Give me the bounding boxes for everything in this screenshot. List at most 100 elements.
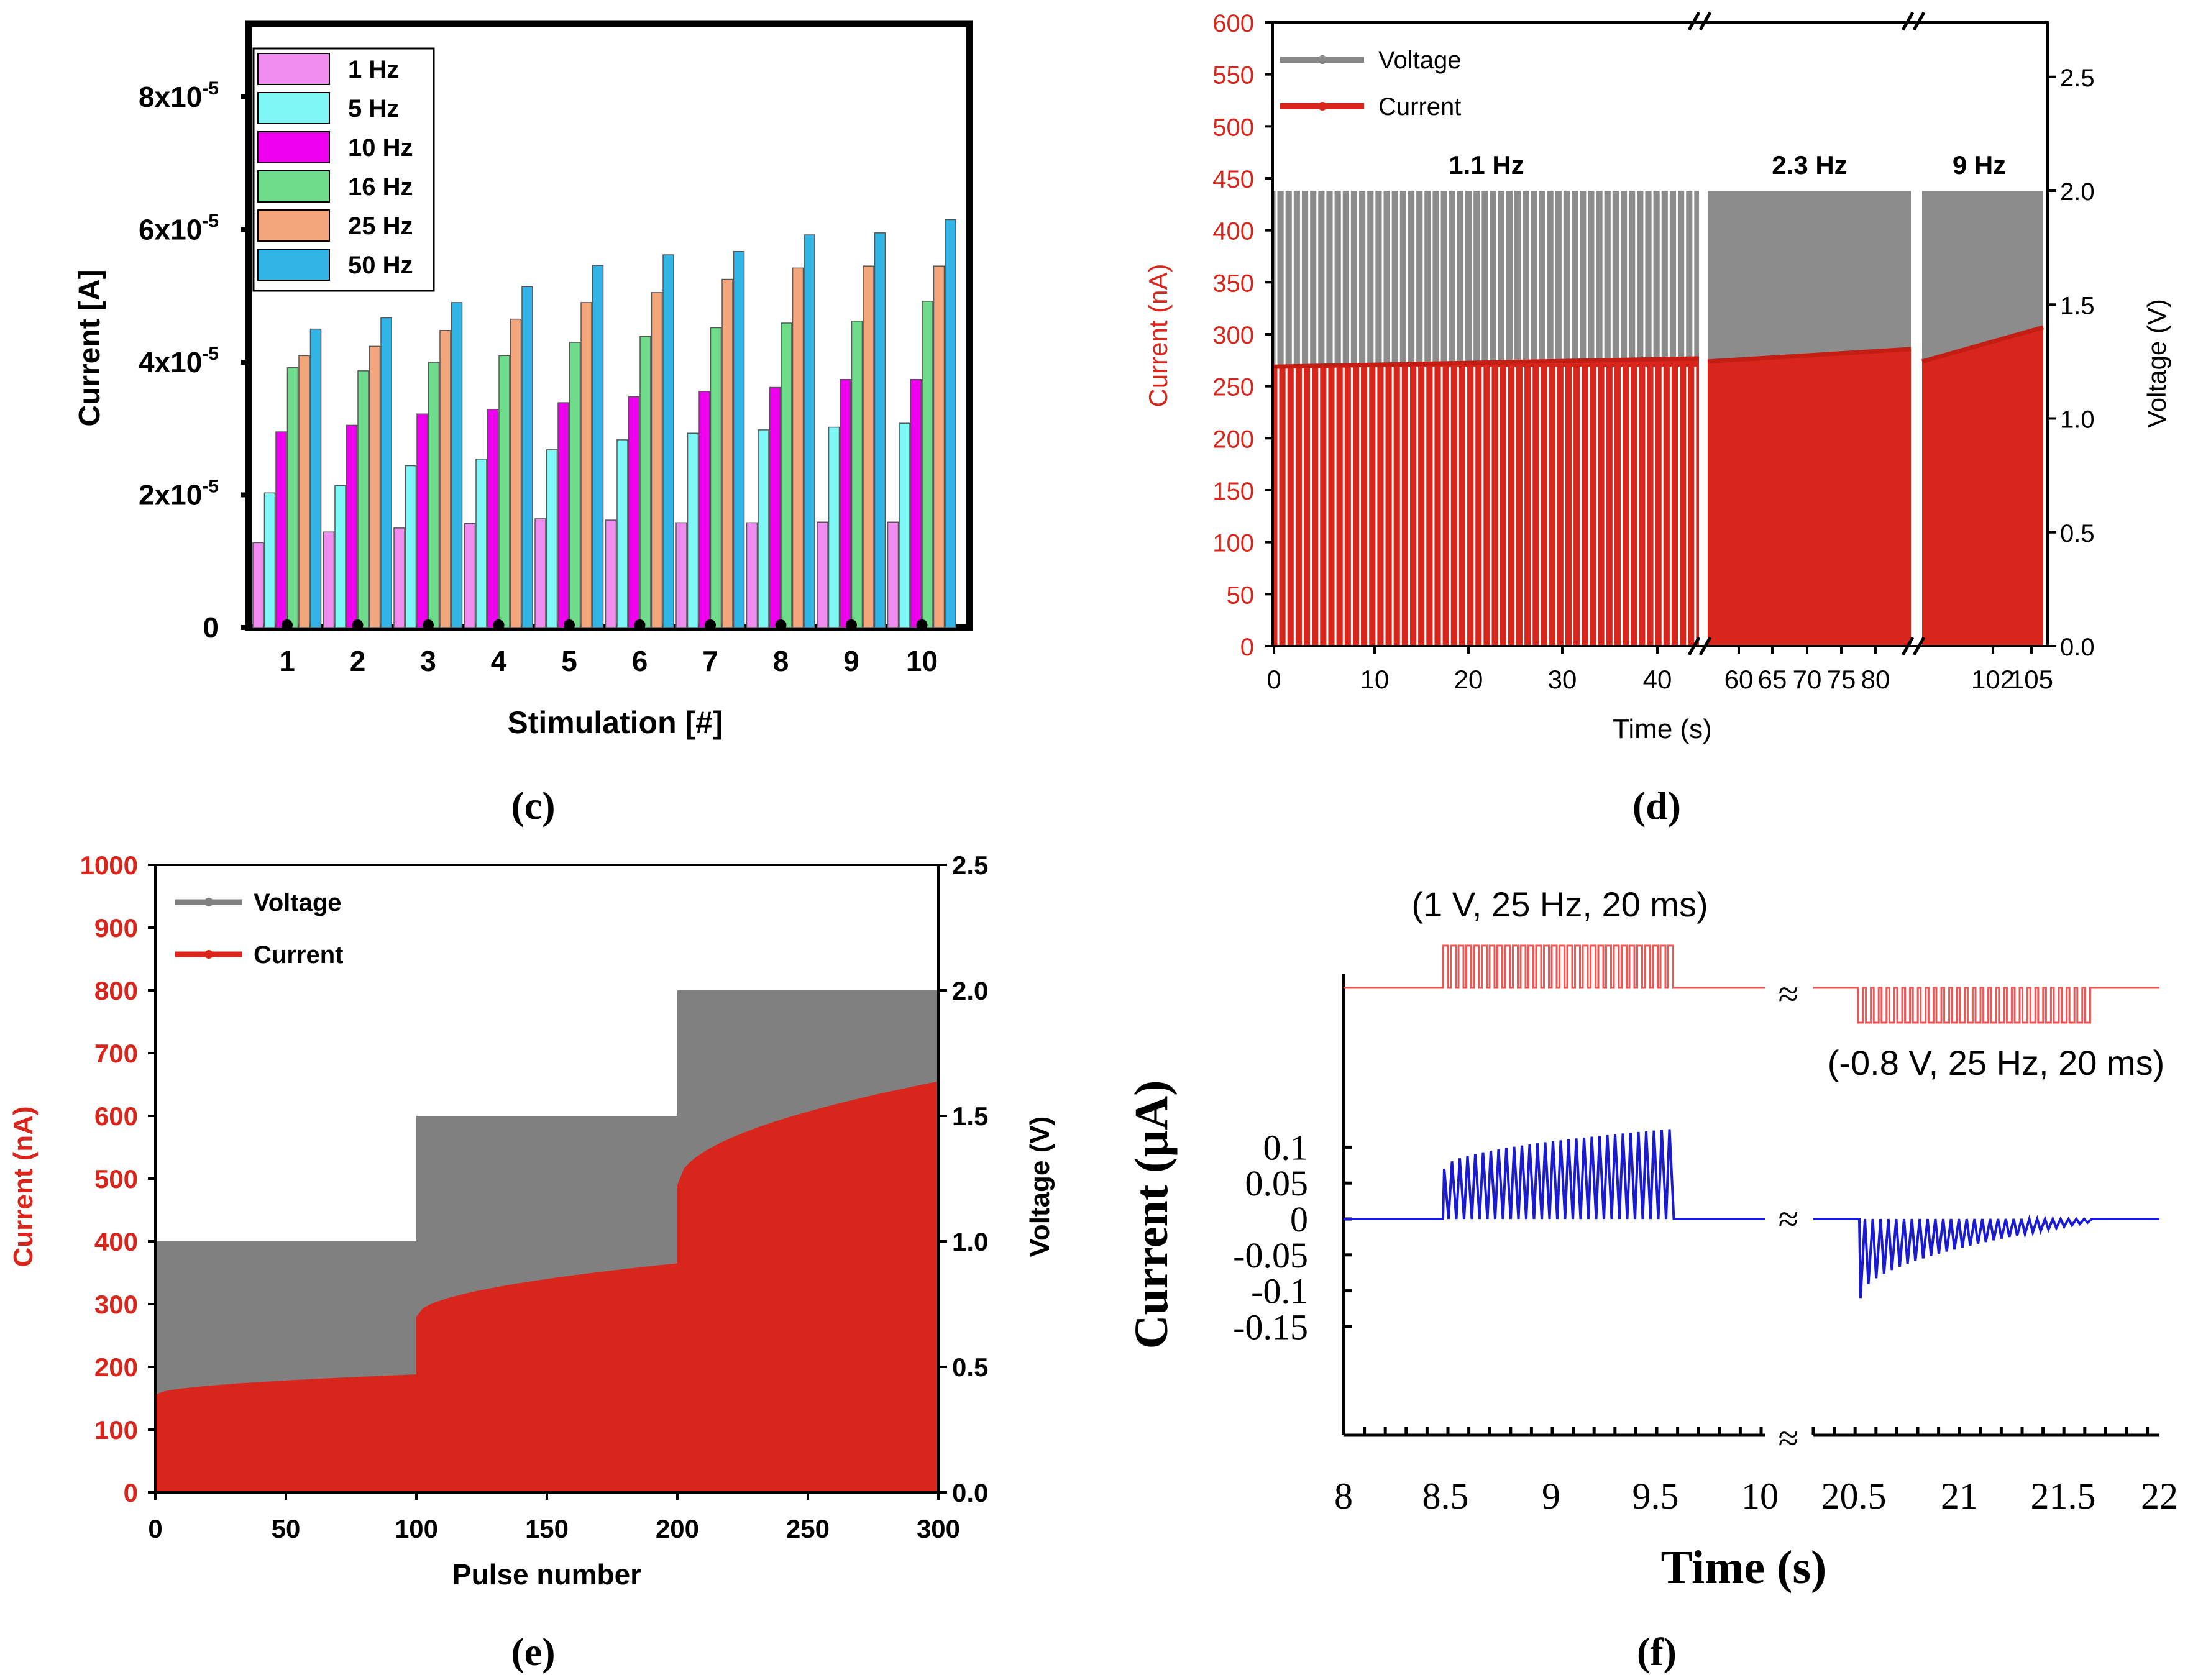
x-tick-label: 10 <box>906 645 938 677</box>
axis-break <box>1912 636 1926 656</box>
axis-break: ≈ <box>1779 974 1799 1015</box>
y-axis-title: Current (nA) <box>1143 263 1173 407</box>
y-tick-label: -0.05 <box>1233 1235 1308 1276</box>
x-tick-label: 102 <box>1971 665 2015 694</box>
y2-tick-label: 2.5 <box>952 851 988 880</box>
x-tick-label: 80 <box>1861 665 1890 694</box>
legend-label: 16 Hz <box>348 173 413 201</box>
pulse-trains <box>1344 944 2159 1024</box>
legend-box <box>252 47 435 292</box>
frequency-label: 2.3 Hz <box>1772 150 1847 180</box>
y-tick-label: 200 <box>1212 426 1254 453</box>
x-tick-label: 40 <box>1643 665 1672 694</box>
x-tick-label: 10 <box>1360 665 1390 694</box>
depression-pulses <box>1813 987 2159 1024</box>
x-tick-dot <box>564 619 575 631</box>
bar <box>922 301 933 628</box>
current-fill <box>1922 327 2043 646</box>
y-tick-label: 450 <box>1212 166 1254 193</box>
axis-break <box>1901 636 1915 656</box>
x-tick-label: 150 <box>525 1514 569 1543</box>
x-tick-dot <box>916 619 928 631</box>
y-tick-label: 300 <box>1212 322 1254 349</box>
y-tick-label: 8x10-5 <box>139 78 219 113</box>
x-tick-label: 4 <box>491 645 507 677</box>
legend-swatch <box>257 209 330 242</box>
x-tick-label: 9.5 <box>1632 1476 1679 1517</box>
x-tick-label: 21.5 <box>2031 1476 2096 1517</box>
y2-tick-label: 2.0 <box>2060 178 2095 206</box>
x-tick-label: 7 <box>702 645 718 677</box>
bar <box>557 402 569 628</box>
y-tick-label: 500 <box>94 1164 138 1194</box>
y2-tick-label: 0.5 <box>2060 520 2095 547</box>
y-tick-label: 0.05 <box>1245 1163 1309 1203</box>
bar <box>439 330 451 628</box>
bar <box>369 345 381 628</box>
bar <box>781 322 792 628</box>
segment-3: 9 Hz <box>1921 150 2044 646</box>
bar <box>275 431 287 628</box>
bar <box>804 234 815 628</box>
axis-break <box>1698 636 1712 656</box>
y-tick-label: 400 <box>1212 218 1254 245</box>
legend-swatch <box>257 170 330 203</box>
x-tick-label: 100 <box>395 1514 438 1543</box>
x-tick-label: 2 <box>350 645 366 677</box>
x-tick-label: 8.5 <box>1422 1476 1469 1517</box>
y-tick-label: 900 <box>94 913 138 943</box>
bar <box>910 379 922 628</box>
x-tick-label: 60 <box>1724 665 1754 694</box>
x-tick-label: 8 <box>773 645 789 677</box>
panel-label-f: (f) <box>1637 1630 1677 1674</box>
x-tick-dot <box>493 619 505 631</box>
y-tick-label: 700 <box>94 1039 138 1068</box>
axis-break <box>1901 11 1915 31</box>
bar <box>405 465 417 628</box>
legend-marker <box>1318 102 1327 111</box>
x-tick-label: 200 <box>656 1514 699 1543</box>
bar <box>687 432 699 628</box>
bar <box>416 413 428 628</box>
y-tick-label: -0.1 <box>1251 1271 1308 1312</box>
current-step <box>155 1374 416 1492</box>
bar <box>851 321 863 628</box>
y2-tick-label: 1.5 <box>952 1102 988 1131</box>
y2-axis-title: Voltage (V) <box>1025 1116 1055 1258</box>
y-tick-label: 300 <box>94 1290 138 1319</box>
bar <box>933 265 945 628</box>
x-tick-dot <box>775 619 787 631</box>
y-tick-label: 0 <box>1240 634 1254 661</box>
x-tick-dot <box>634 619 646 631</box>
y-axis-title: Current (nA) <box>8 1106 39 1267</box>
current-response <box>1344 1129 2159 1299</box>
x-tick-dot <box>423 619 434 631</box>
x-tick-dot <box>282 619 293 631</box>
bar <box>357 370 369 628</box>
bar <box>746 522 758 628</box>
legend-label: Current <box>254 941 343 969</box>
x-tick-dot <box>705 619 716 631</box>
bar <box>863 265 874 628</box>
potentiation-pulses <box>1344 944 1765 989</box>
legend-swatch <box>257 92 330 124</box>
axis-break <box>1912 11 1926 31</box>
x-tick-label: 250 <box>786 1514 830 1543</box>
current-fill <box>1708 349 1911 646</box>
bar <box>521 286 533 628</box>
x-tick-label: 8 <box>1334 1476 1353 1517</box>
frequency-label: 1.1 Hz <box>1449 150 1524 180</box>
y-tick-label: 600 <box>94 1102 138 1131</box>
y-tick-label: 0.1 <box>1263 1127 1309 1167</box>
panel-c-chart: 1 2 3 4 5 6 7 8 9 10 0 2x10-5 4x10-5 6x10-5 8x10-5 Curr… <box>73 20 973 740</box>
y-tick-label: 4x10-5 <box>139 344 219 378</box>
bar <box>758 429 769 628</box>
y-tick-label: 550 <box>1212 62 1254 89</box>
x-tick-label: 50 <box>272 1514 301 1543</box>
bar <box>662 254 674 628</box>
y-tick-label: 0 <box>1290 1199 1308 1239</box>
bar <box>393 527 405 628</box>
legend-label: 1 Hz <box>348 56 399 83</box>
bar <box>840 379 851 628</box>
legend-marker <box>1318 55 1327 64</box>
